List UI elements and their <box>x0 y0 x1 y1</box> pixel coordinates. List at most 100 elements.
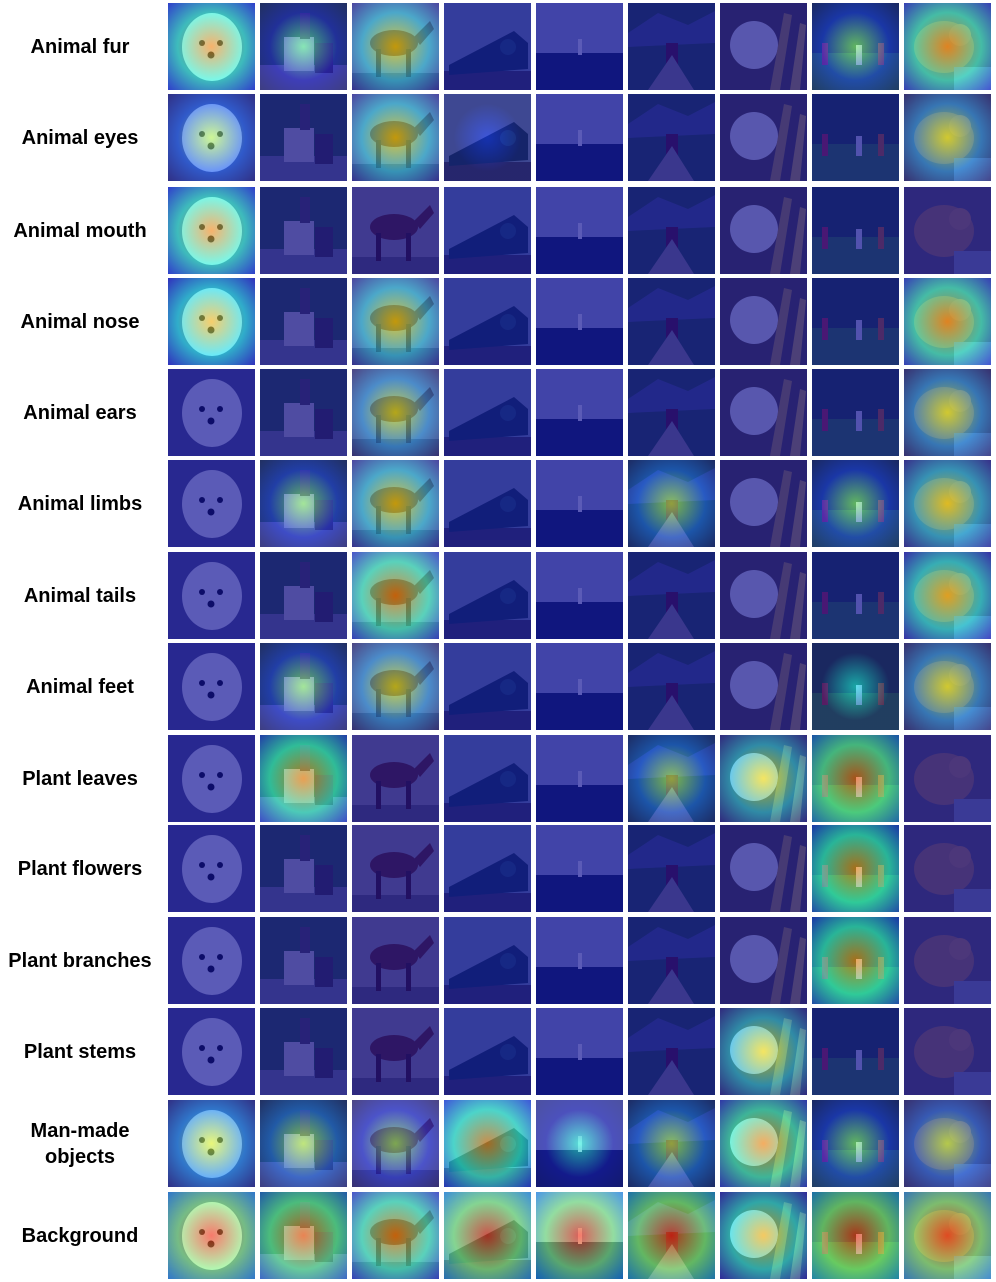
activation-overlay <box>168 917 255 1004</box>
activation-overlay <box>260 552 347 639</box>
activation-overlay <box>904 643 991 730</box>
heatmap-tile <box>444 369 531 456</box>
heatmap-tile <box>168 735 255 822</box>
activation-overlay <box>260 278 347 365</box>
heatmap-tile <box>352 1100 439 1187</box>
heatmap-tile <box>904 552 991 639</box>
activation-overlay <box>536 735 623 822</box>
activation-overlay <box>168 3 255 90</box>
activation-overlay <box>444 1100 531 1187</box>
heatmap-tile <box>812 825 899 912</box>
activation-overlay <box>352 369 439 456</box>
heatmap-tile <box>260 187 347 274</box>
activation-overlay <box>536 460 623 547</box>
heatmap-tile <box>720 3 807 90</box>
activation-overlay <box>444 94 531 181</box>
heatmap-tile <box>904 1008 991 1095</box>
heatmap-tile <box>168 1192 255 1279</box>
heatmap-tile <box>536 917 623 1004</box>
heatmap-tile <box>444 460 531 547</box>
activation-overlay <box>536 1008 623 1095</box>
activation-overlay <box>720 3 807 90</box>
activation-overlay <box>904 94 991 181</box>
activation-overlay <box>352 825 439 912</box>
heatmap-tile <box>904 460 991 547</box>
heatmap-tile <box>168 278 255 365</box>
heatmap-tile <box>444 1008 531 1095</box>
heatmap-tile <box>352 369 439 456</box>
heatmap-tile <box>812 278 899 365</box>
activation-overlay <box>536 369 623 456</box>
row-label: Animal ears <box>23 401 137 424</box>
activation-overlay <box>720 825 807 912</box>
activation-overlay <box>536 917 623 1004</box>
activation-overlay <box>444 1008 531 1095</box>
activation-overlay <box>812 735 899 822</box>
heatmap-tile <box>536 735 623 822</box>
activation-overlay <box>720 187 807 274</box>
heatmap-tile <box>260 3 347 90</box>
activation-overlay <box>444 917 531 1004</box>
activation-overlay <box>720 460 807 547</box>
heatmap-tile <box>812 1008 899 1095</box>
heatmap-tile <box>168 1100 255 1187</box>
heatmap-tile <box>444 1100 531 1187</box>
heatmap-tile <box>444 825 531 912</box>
activation-overlay <box>260 825 347 912</box>
heatmap-tile <box>260 643 347 730</box>
activation-overlay <box>720 917 807 1004</box>
activation-overlay <box>444 187 531 274</box>
activation-overlay <box>628 1192 715 1279</box>
activation-overlay <box>536 1100 623 1187</box>
heatmap-tile <box>628 1100 715 1187</box>
row-label: Plant leaves <box>22 767 138 790</box>
heatmap-tile <box>168 94 255 181</box>
heatmap-tile <box>444 187 531 274</box>
row-label: Background <box>21 1224 139 1247</box>
row-label: Animal eyes <box>21 126 139 149</box>
row-label: Animal mouth <box>13 219 147 242</box>
heatmap-tile <box>536 825 623 912</box>
activation-overlay <box>812 278 899 365</box>
activation-overlay <box>812 1008 899 1095</box>
activation-overlay <box>352 3 439 90</box>
heatmap-tile <box>352 3 439 90</box>
activation-overlay <box>720 735 807 822</box>
activation-overlay <box>628 187 715 274</box>
heatmap-tile <box>536 278 623 365</box>
activation-overlay <box>168 552 255 639</box>
activation-overlay <box>812 1192 899 1279</box>
activation-overlay <box>168 369 255 456</box>
heatmap-tile <box>720 94 807 181</box>
activation-overlay <box>260 1192 347 1279</box>
heatmap-tile <box>168 3 255 90</box>
heatmap-tile <box>444 94 531 181</box>
heatmap-tile <box>352 552 439 639</box>
heatmap-tile <box>260 278 347 365</box>
activation-overlay <box>444 1192 531 1279</box>
activation-overlay <box>444 3 531 90</box>
activation-overlay <box>168 825 255 912</box>
heatmap-tile <box>628 460 715 547</box>
activation-overlay <box>812 643 899 730</box>
activation-overlay <box>628 460 715 547</box>
activation-overlay <box>444 369 531 456</box>
activation-overlay <box>720 1008 807 1095</box>
activation-overlay <box>812 187 899 274</box>
heatmap-tile <box>628 1008 715 1095</box>
heatmap-tile <box>536 187 623 274</box>
activation-overlay <box>168 735 255 822</box>
activation-overlay <box>628 3 715 90</box>
heatmap-tile <box>720 643 807 730</box>
activation-overlay <box>904 1008 991 1095</box>
activation-overlay <box>628 1100 715 1187</box>
activation-overlay <box>720 1100 807 1187</box>
activation-overlay <box>904 460 991 547</box>
activation-overlay <box>904 3 991 90</box>
heatmap-tile <box>444 917 531 1004</box>
activation-overlay <box>352 643 439 730</box>
activation-overlay <box>168 278 255 365</box>
activation-overlay <box>536 94 623 181</box>
heatmap-tile <box>168 917 255 1004</box>
